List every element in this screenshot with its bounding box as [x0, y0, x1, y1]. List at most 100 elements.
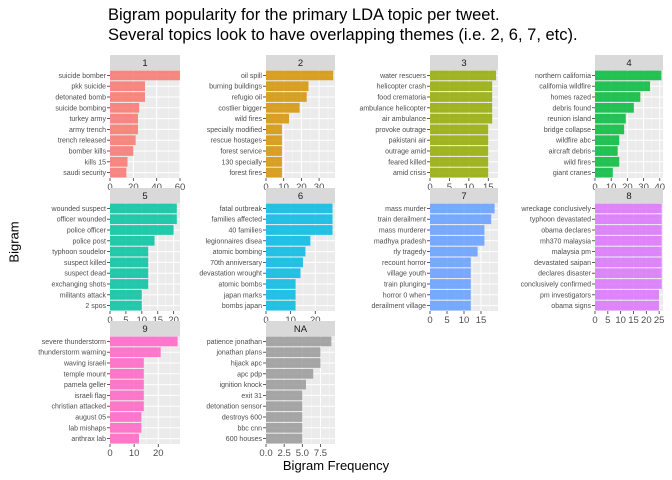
facet-strip-label: 5	[142, 191, 147, 202]
category-label: 70th anniversary	[210, 260, 262, 267]
category-label: suicide bomber	[59, 73, 107, 80]
x-tick-label: 0	[263, 182, 268, 193]
category-label: suspect dead	[64, 271, 106, 278]
category-label: bbc cnn	[237, 425, 262, 432]
bar	[595, 289, 660, 300]
facet-strip	[110, 321, 180, 336]
x-tick-label: 0	[427, 315, 432, 326]
category-label: wreckage conclusively	[520, 206, 591, 213]
facet-strip	[110, 188, 180, 203]
bar	[430, 124, 489, 135]
bar	[595, 300, 660, 311]
bar	[595, 257, 662, 268]
bar	[595, 279, 662, 289]
category-label: army trench	[69, 127, 106, 134]
category-label: exchanging shots	[52, 282, 107, 289]
x-tick-label: 10	[137, 315, 148, 326]
bar	[110, 268, 149, 279]
facet-panel-7: 7 mass murder train derailment mass murdere…	[372, 188, 498, 326]
category-label: giant cranes	[553, 170, 592, 177]
bar	[595, 146, 618, 156]
facet-strip-label: 3	[461, 58, 466, 69]
x-axis-title: Bigram Frequency	[282, 458, 390, 473]
bar	[430, 70, 497, 81]
x-tick-label: 20	[641, 315, 652, 326]
bar	[430, 146, 489, 156]
category-label: air ambulance	[382, 116, 426, 123]
facet-panel-NA: NA patience jonathan jonathan plans hijack …	[206, 321, 335, 459]
category-label: hijack apc	[231, 361, 263, 368]
category-label: atomic bombing	[213, 249, 263, 256]
category-label: pm investigators	[540, 292, 591, 299]
category-label: wounded suspect	[51, 206, 107, 213]
x-tick-label: 10	[615, 315, 626, 326]
bar	[110, 257, 149, 268]
x-tick-label: 25	[654, 315, 665, 326]
bar	[430, 268, 471, 279]
chart-title-line-1: Bigram popularity for the primary LDA to…	[108, 6, 500, 24]
category-label: obama signs	[551, 303, 591, 310]
category-label: anthrax lab	[71, 436, 106, 443]
facet-strip	[595, 55, 663, 70]
facet-strip	[595, 188, 663, 203]
bar	[266, 347, 321, 358]
bar	[595, 124, 625, 135]
x-tick-label: 15	[483, 182, 494, 193]
bar	[595, 70, 662, 81]
facet-strip	[430, 55, 498, 70]
category-label: devastation wrought	[199, 271, 262, 278]
category-label: august 05	[75, 415, 106, 422]
x-tick-label: 30	[314, 182, 325, 193]
category-label: typhoon soudelor	[52, 249, 106, 256]
bar	[110, 336, 178, 347]
x-tick-label: 20	[622, 182, 633, 193]
bar	[110, 289, 142, 300]
bar	[110, 422, 142, 433]
bar	[110, 347, 161, 358]
bar	[266, 156, 282, 167]
bar	[266, 235, 311, 246]
category-label: 40 families	[229, 228, 263, 235]
category-label: families affected	[212, 217, 263, 224]
category-label: suicide bombing	[55, 105, 106, 112]
bar	[595, 102, 634, 113]
x-tick-label: 15	[152, 315, 163, 326]
bar	[266, 268, 301, 279]
x-tick-label: 20	[168, 315, 179, 326]
facet-strip-label: 4	[626, 58, 631, 69]
bar	[266, 433, 303, 444]
bar	[266, 390, 303, 401]
bar	[266, 379, 306, 390]
bar	[430, 235, 485, 246]
bar	[430, 246, 478, 257]
bar	[430, 300, 471, 311]
category-label: turkey army	[69, 116, 106, 123]
category-label: detonation sensor	[206, 404, 262, 411]
bar	[110, 235, 155, 246]
bar	[110, 279, 149, 289]
x-tick-label: 10	[285, 315, 296, 326]
x-tick-label: 0	[592, 315, 597, 326]
x-tick-label: 15	[476, 315, 487, 326]
bar	[266, 257, 303, 268]
bar	[110, 401, 144, 412]
facet-strip-label: NA	[294, 324, 308, 335]
bar	[110, 146, 134, 156]
bar	[430, 102, 493, 113]
bar	[110, 92, 145, 102]
bar	[595, 225, 662, 235]
category-label: derailment village	[372, 303, 427, 310]
bar	[595, 167, 613, 178]
category-label: destroys 600	[222, 415, 262, 422]
category-label: waving israeli	[63, 361, 106, 368]
category-label: rly tragedy	[393, 249, 426, 256]
category-label: refugio oil	[232, 95, 263, 102]
category-label: 130 specially	[222, 159, 263, 166]
facet-panel-9: 9 severe thunderstorm thunderstorm warning…	[38, 321, 180, 459]
category-label: atomic bombs	[218, 282, 262, 289]
facet-strip-label: 9	[142, 324, 147, 335]
bar	[110, 412, 142, 422]
chart-title-line-2: Several topics look to have overlapping …	[108, 26, 578, 44]
facet-panel-5: 5 wounded suspect officer wounded police of…	[51, 188, 180, 326]
